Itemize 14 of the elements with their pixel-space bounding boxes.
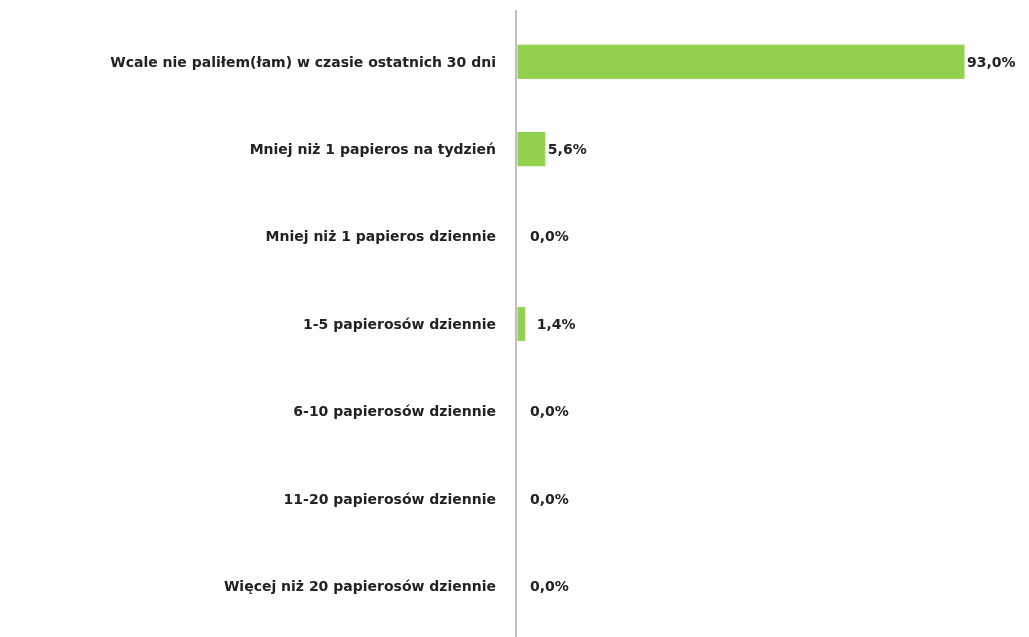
data-label: 0,0% — [530, 403, 569, 420]
data-label: 0,0% — [530, 228, 569, 245]
y-tick-label: Mniej niż 1 papieros na tydzień — [249, 141, 496, 158]
data-label: 0,0% — [530, 578, 569, 595]
y-tick-label: 1-5 papierosów dziennie — [303, 315, 496, 332]
y-tick-label: Mniej niż 1 papieros dziennie — [265, 228, 496, 245]
data-label: 0,0% — [530, 490, 569, 507]
y-tick-label: Wcale nie paliłem(łam) w czasie ostatnich 30 dni — [110, 53, 496, 70]
data-label: 1,4% — [536, 315, 576, 332]
data-label: 5,6% — [547, 141, 587, 158]
y-tick-label: Więcej niż 20 papierosów dziennie — [223, 578, 496, 595]
data-label: 93,0% — [967, 53, 1016, 70]
y-tick-label: 6-10 papierosów dziennie — [293, 403, 496, 420]
y-tick-label: 11-20 papierosów dziennie — [283, 490, 496, 507]
